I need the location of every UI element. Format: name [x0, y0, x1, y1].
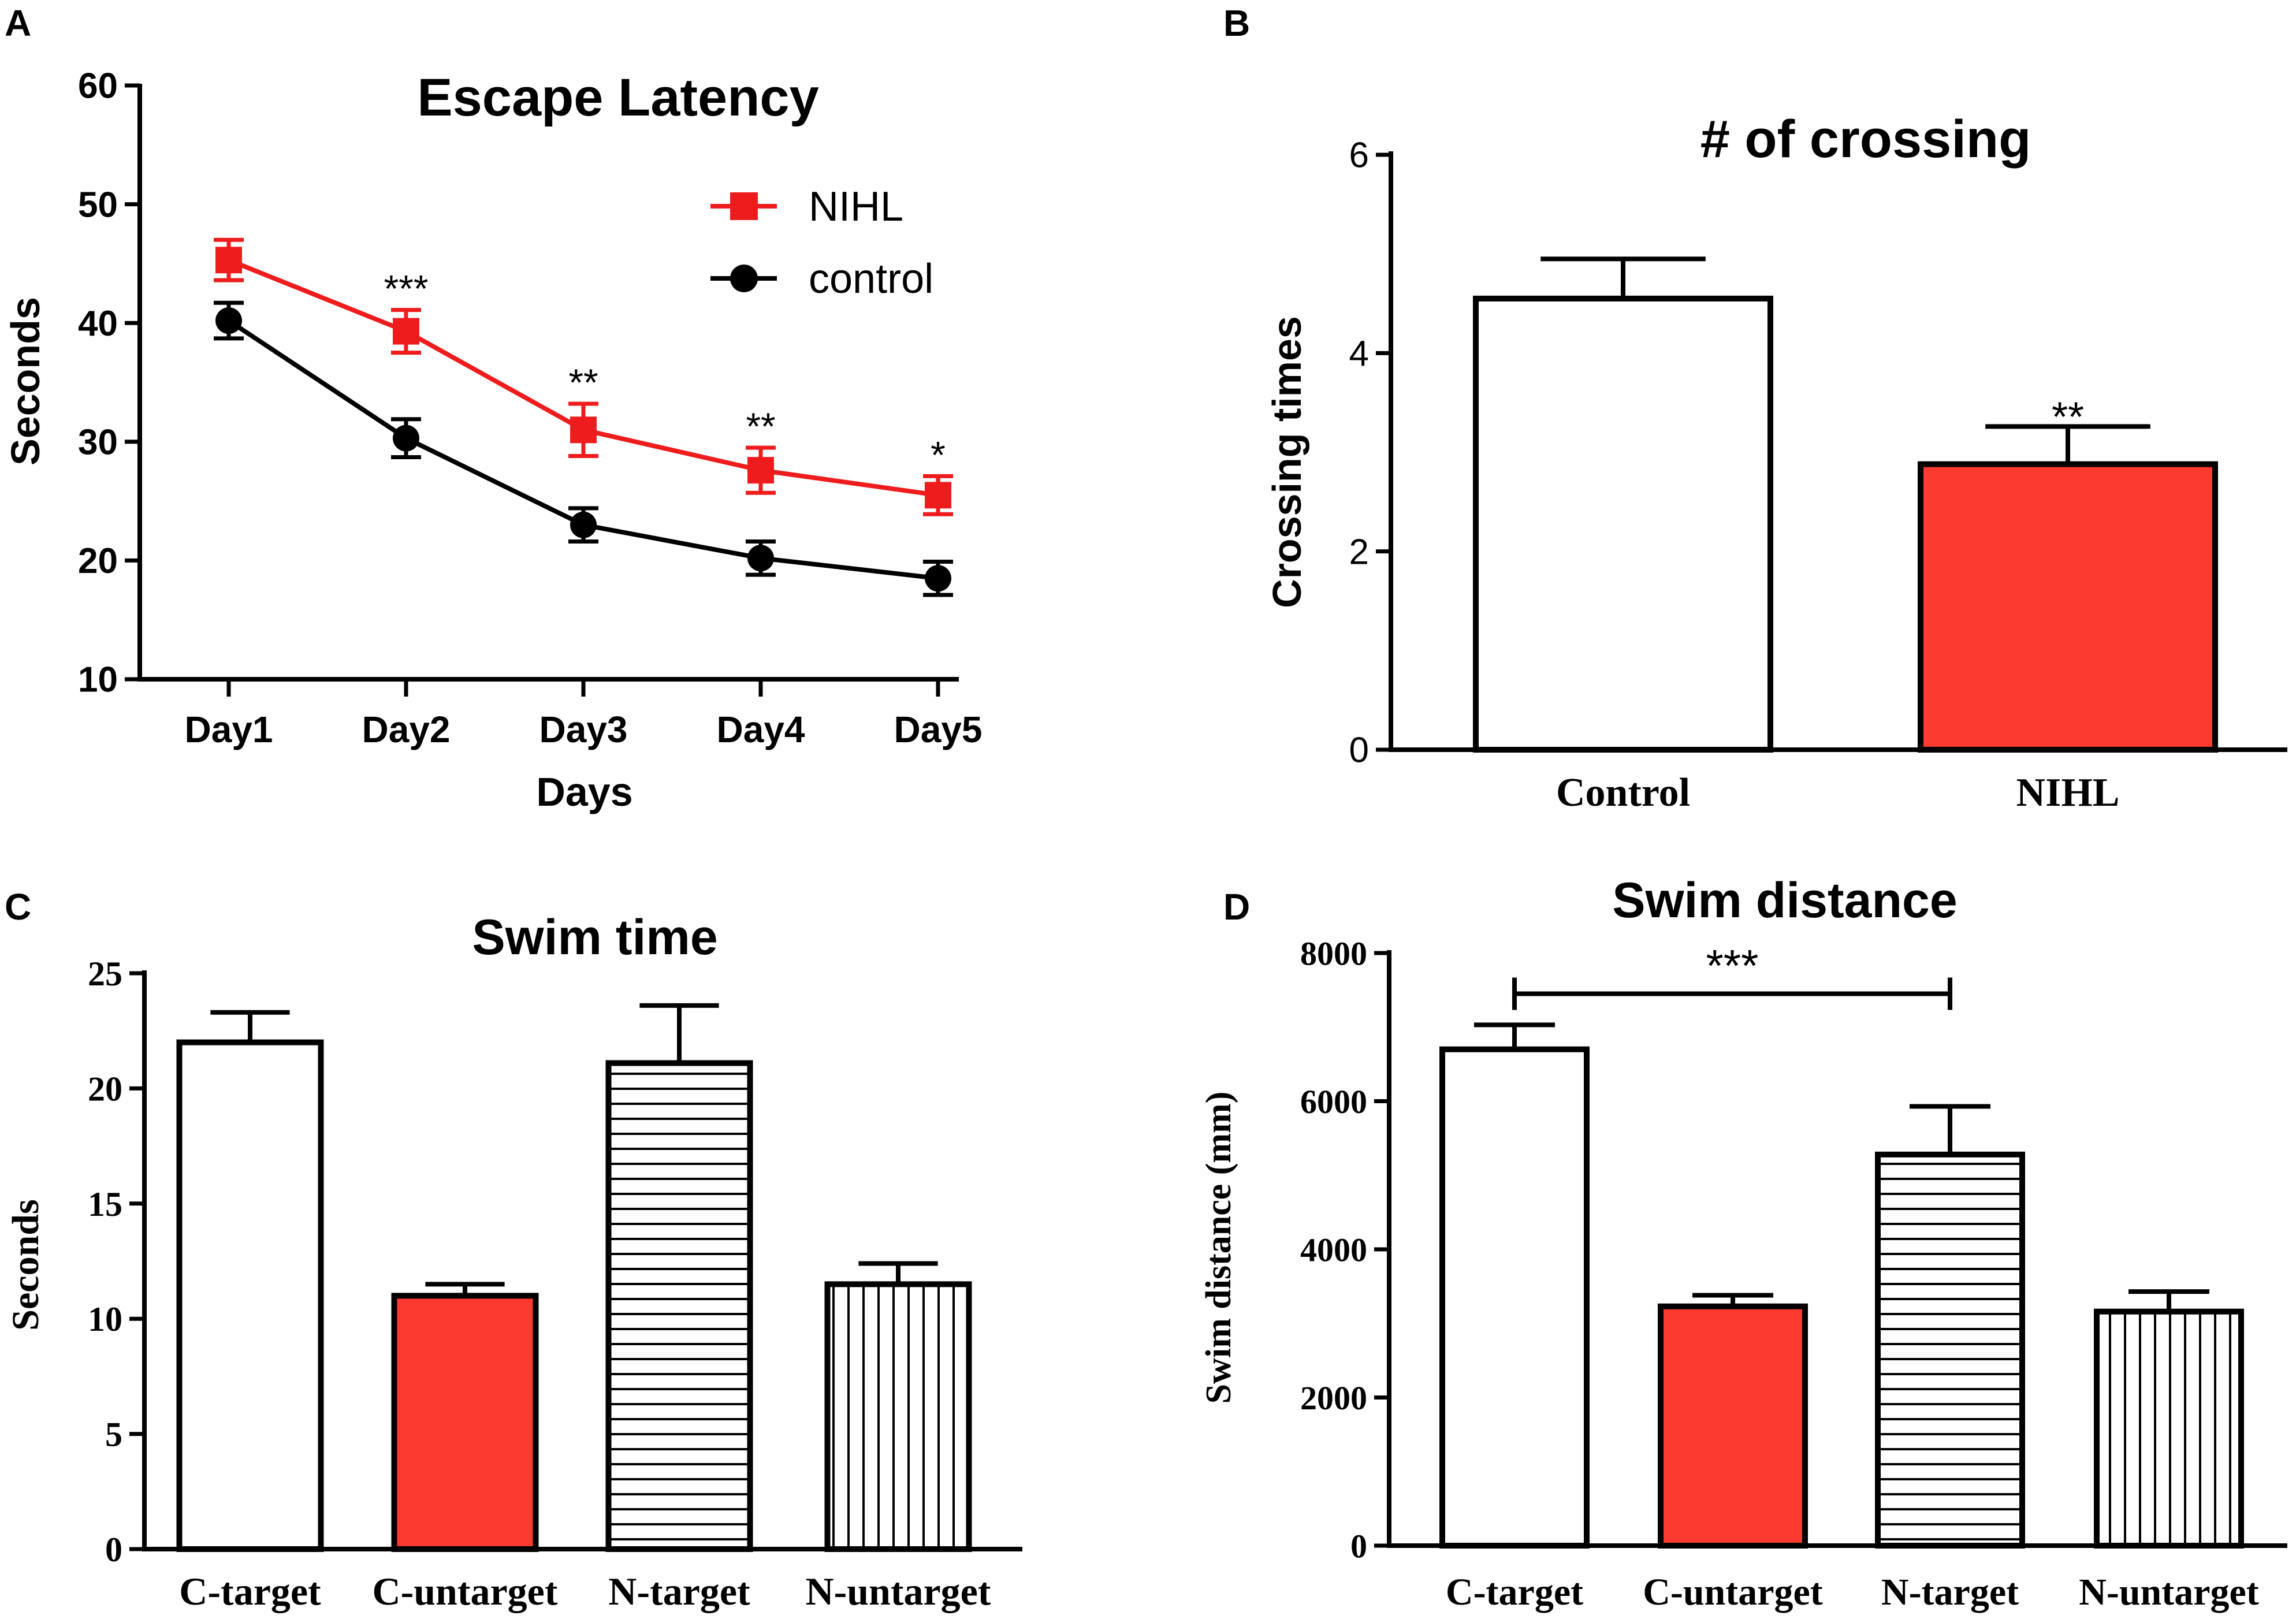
panel-a-y-tick-label: 40 — [78, 304, 118, 344]
x-tick-label-n-target: N-target — [1881, 1571, 2019, 1613]
panel-d-y-tick-label: 0 — [1350, 1527, 1367, 1565]
bar-n-target — [605, 1060, 753, 1552]
x-tick-label-day2: Day2 — [362, 709, 451, 750]
panel-a-y-tick-label: 30 — [78, 423, 118, 463]
legend-nihl-label: NIHL — [809, 184, 903, 230]
panel-c-title: Swim time — [472, 910, 717, 965]
bar-c-target — [176, 1039, 324, 1552]
data-point-control — [570, 511, 597, 538]
panel-b-bar-chart: # of crossing 0 2 4 6 Control NIHL ** Crossin… — [1264, 110, 2287, 815]
x-tick-label-c-untarget: C-untarget — [1643, 1571, 1823, 1613]
x-tick-label-control: Control — [1556, 771, 1690, 815]
data-point-nihl — [393, 318, 419, 345]
data-point-nihl — [747, 457, 774, 484]
significance-label: * — [931, 433, 946, 476]
legend-control-label: control — [809, 256, 933, 302]
legend-nihl-marker — [730, 192, 758, 220]
significance-label: ** — [2052, 394, 2084, 440]
x-tick-label-c-target: C-target — [1446, 1571, 1583, 1613]
bar-n-target — [1875, 1151, 2025, 1549]
panel-d-title: Swim distance — [1612, 873, 1957, 928]
panel-b-y-tick-label: 2 — [1349, 532, 1369, 572]
panel-b-y-tick-label: 6 — [1349, 136, 1369, 176]
bar-nihl — [1918, 461, 2218, 753]
data-point-control — [925, 565, 951, 592]
data-point-nihl — [925, 482, 951, 509]
panel-d-bar-chart: Swim distance 0 2000 4000 6000 8000 C-target… — [1199, 873, 2287, 1613]
panel-a-y-tick-label: 50 — [78, 185, 118, 225]
x-tick-label-day4: Day4 — [717, 709, 805, 750]
x-tick-label-n-target: N-target — [608, 1569, 750, 1613]
panel-c-bar-chart: Swim time 0 5 10 15 20 25 C-target C-untarget N… — [5, 910, 1022, 1613]
x-tick-label-day1: Day1 — [185, 709, 273, 750]
bar-n-untarget — [824, 1281, 972, 1552]
data-point-control — [393, 425, 419, 452]
panel-label-c: C — [5, 886, 31, 928]
panel-b-y-tick-label: 4 — [1349, 334, 1369, 374]
significance-label: ** — [568, 361, 598, 404]
bar-c-untarget — [1658, 1303, 1808, 1549]
x-tick-label-nihl: NIHL — [2016, 771, 2120, 815]
x-tick-label-day3: Day3 — [539, 709, 628, 750]
panel-a-legend: NIHL control — [710, 184, 933, 302]
significance-label: ** — [746, 405, 775, 448]
significance-label: *** — [384, 267, 428, 310]
panel-a-y-tick-label: 20 — [78, 541, 118, 581]
panel-c-y-tick-label: 10 — [88, 1300, 122, 1338]
panel-a-line-chart: Escape Latency 10 20 30 40 50 60 Day1 Day2 Day3… — [3, 66, 983, 814]
panel-label-d: D — [1223, 886, 1250, 928]
data-point-control — [215, 307, 242, 334]
panel-d-y-axis-label: Swim distance (mm) — [1199, 1092, 1238, 1404]
panel-c-y-tick-label: 25 — [88, 955, 122, 993]
bar-c-untarget — [391, 1293, 539, 1553]
data-point-nihl — [215, 247, 242, 274]
panel-c-y-tick-label: 5 — [105, 1416, 122, 1454]
panel-d-y-tick-label: 8000 — [1300, 935, 1367, 972]
panel-a-y-tick-label: 10 — [78, 660, 118, 700]
panel-label-b: B — [1223, 2, 1250, 44]
bar-c-target — [1439, 1046, 1590, 1549]
data-point-nihl — [570, 416, 597, 444]
panel-d-y-tick-label: 6000 — [1300, 1083, 1367, 1121]
panel-c-y-axis-label: Seconds — [5, 1199, 47, 1330]
x-tick-label-n-untarget: N-untarget — [2079, 1571, 2259, 1613]
x-tick-label-c-untarget: C-untarget — [372, 1569, 557, 1613]
legend-control-marker — [730, 265, 758, 292]
panel-a-y-tick-label: 60 — [78, 66, 118, 106]
panel-d-y-tick-label: 4000 — [1300, 1231, 1367, 1268]
panel-c-y-tick-label: 0 — [105, 1531, 122, 1569]
panel-a-y-axis-label: Seconds — [3, 297, 48, 466]
x-tick-label-day5: Day5 — [894, 709, 983, 750]
bar-control — [1473, 295, 1773, 753]
x-tick-label-c-target: C-target — [179, 1569, 321, 1613]
x-tick-label-n-untarget: N-untarget — [805, 1569, 991, 1613]
panel-d-y-tick-label: 2000 — [1300, 1379, 1367, 1417]
panel-a-x-axis-label: Days — [536, 769, 632, 814]
panel-c-y-tick-label: 15 — [88, 1185, 122, 1223]
panel-b-y-tick-label: 0 — [1349, 731, 1369, 771]
data-point-control — [747, 545, 774, 572]
panel-c-y-tick-label: 20 — [88, 1070, 122, 1108]
panel-b-title: # of crossing — [1700, 110, 2031, 169]
significance-label: *** — [1706, 940, 1758, 991]
panel-b-y-axis-label: Crossing times — [1264, 316, 1309, 608]
panel-label-a: A — [5, 2, 31, 44]
bar-n-untarget — [2094, 1308, 2244, 1549]
panel-a-title: Escape Latency — [417, 68, 818, 127]
